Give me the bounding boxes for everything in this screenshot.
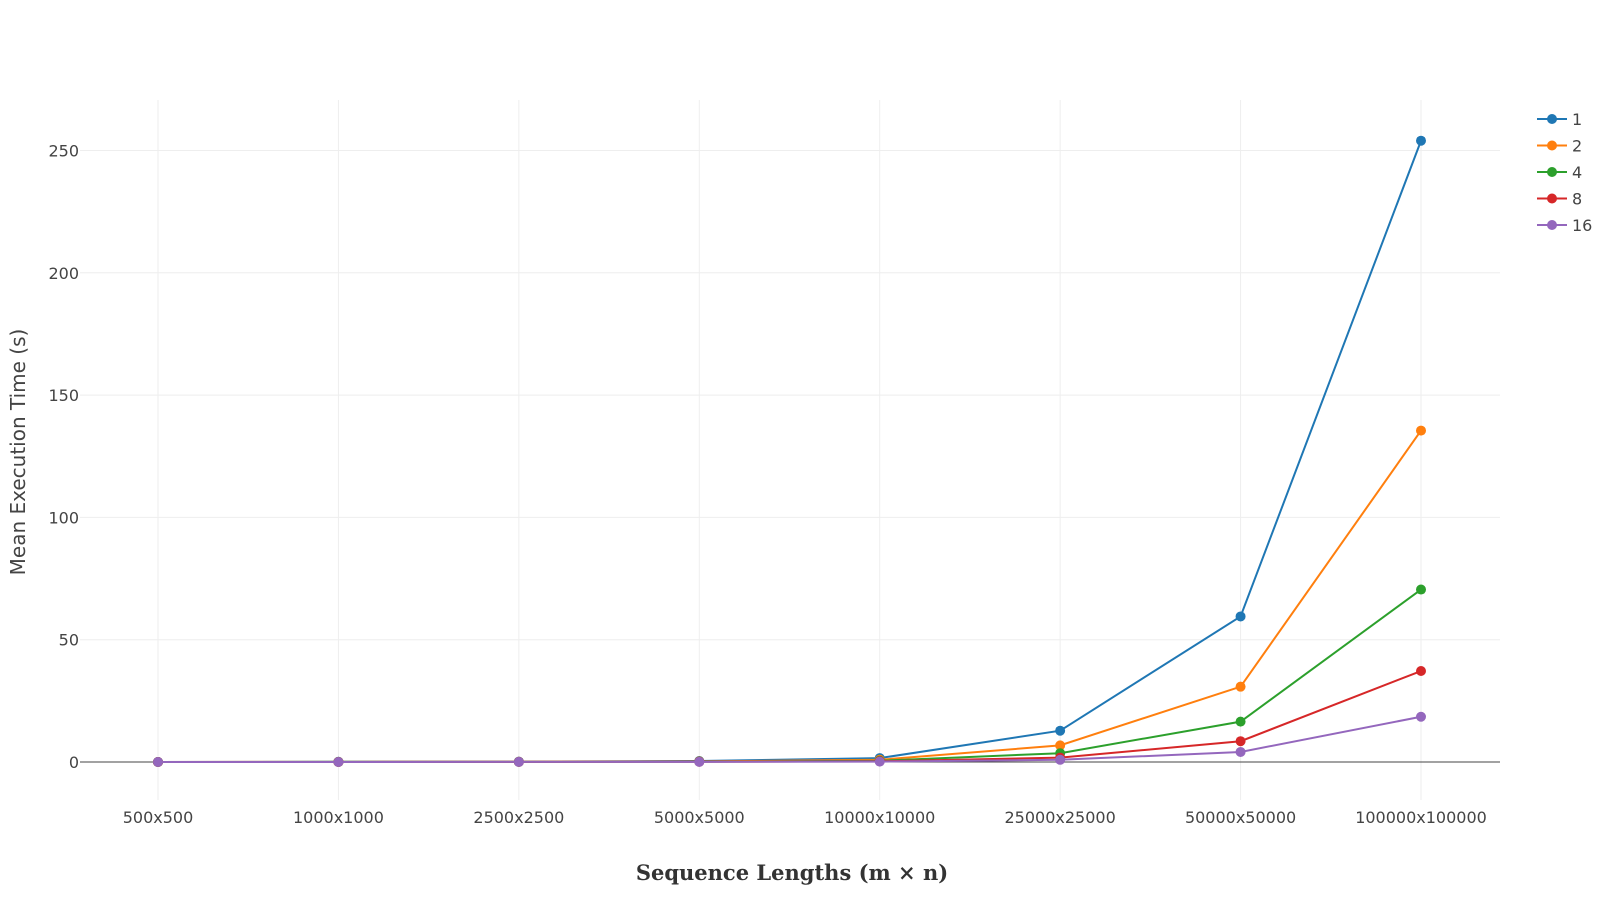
data-point-4 [1416,584,1426,595]
legend-label: 2 [1572,137,1582,156]
y-tick-label: 150 [48,386,79,405]
x-tick-label: 2500x2500 [473,808,564,827]
y-tick-label: 250 [48,142,79,161]
series-lines [153,135,1426,767]
series-line-16 [157,715,1422,763]
data-point-16 [153,756,163,767]
legend-item-1[interactable]: 1 [1537,110,1582,129]
legend-swatch-marker [1547,220,1557,230]
x-tick-label: 50000x50000 [1185,808,1296,827]
legend-swatch-marker [1547,140,1557,151]
legend-item-4[interactable]: 4 [1537,163,1582,182]
legend-swatch-marker [1547,114,1557,124]
data-point-16 [1235,746,1246,757]
data-point-1 [1235,611,1246,622]
legend-label: 8 [1572,190,1582,209]
y-tick-label: 0 [69,753,79,772]
data-point-16 [874,756,885,767]
data-point-2 [1055,740,1066,751]
legend-swatch-marker [1547,167,1557,177]
legend-item-8[interactable]: 8 [1537,190,1582,209]
data-point-8 [1235,736,1246,747]
legend-label: 4 [1572,163,1582,182]
data-point-1 [1055,725,1066,736]
x-tick-label: 25000x25000 [1005,808,1116,827]
y-tick-label: 200 [48,264,79,283]
data-point-8 [1416,666,1426,677]
grid-lines [80,100,1500,800]
legend-swatch-marker [1547,193,1557,204]
data-point-1 [1416,135,1426,146]
legend[interactable]: 1 2 4 8 16 [1537,110,1592,235]
x-tick-label: 100000x100000 [1355,808,1487,827]
series-line-8 [157,670,1422,763]
x-tick-label: 5000x5000 [654,808,745,827]
data-point-2 [1416,425,1426,436]
data-point-16 [694,756,705,767]
data-point-16 [513,756,524,767]
x-axis-ticks: 500x500 1000x1000 2500x2500 5000x5000 10000x… [123,808,1487,827]
series-line-4 [157,588,1422,763]
x-tick-label: 500x500 [123,808,194,827]
data-point-16 [1416,711,1426,722]
series-line-2 [157,429,1422,763]
y-tick-label: 100 [48,508,79,527]
y-tick-label: 50 [59,631,79,650]
data-point-16 [1055,754,1066,765]
y-axis-ticks: 0 50 100 150 200 250 [48,142,79,773]
data-point-16 [333,756,344,767]
x-tick-label: 1000x1000 [293,808,384,827]
data-point-4 [1235,716,1246,727]
legend-label: 1 [1572,110,1582,129]
y-axis-title: Mean Execution Time (s) [6,329,30,576]
legend-label: 16 [1572,216,1592,235]
series-line-1 [157,140,1422,763]
data-point-2 [1235,681,1246,692]
x-tick-label: 10000x10000 [824,808,935,827]
x-axis-title: Sequence Lengths (m × n) [636,860,948,885]
legend-item-2[interactable]: 2 [1537,137,1582,156]
legend-item-16[interactable]: 16 [1537,216,1592,235]
